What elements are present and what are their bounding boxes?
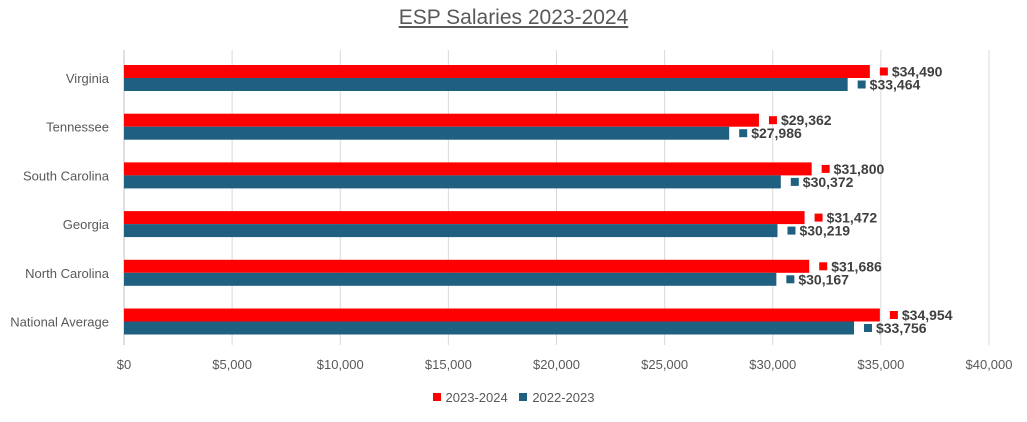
legend-label-series-1: 2023-2024 — [445, 389, 508, 405]
chart-title: ESP Salaries 2023-2024 — [398, 6, 629, 29]
labels: $0 $5,000 $10,000 $15,000 $20,000 $25,000 $30,… — [10, 64, 1012, 373]
bar — [124, 224, 778, 238]
bar — [124, 259, 810, 273]
data-label: $27,986 — [751, 125, 802, 141]
bar — [124, 113, 759, 127]
x-tick-label: $5,000 — [212, 357, 252, 372]
x-tick-label: $35,000 — [857, 357, 904, 372]
bar — [124, 321, 854, 335]
legend-item-series-1: 2023-2024 — [432, 389, 508, 405]
bar — [124, 162, 812, 176]
data-label: $34,490 — [892, 64, 943, 80]
grid-lines — [123, 50, 990, 345]
data-label: $33,464 — [870, 77, 921, 93]
data-label: $31,800 — [834, 161, 885, 177]
category-label: Virginia — [66, 71, 110, 86]
data-label: $29,362 — [781, 112, 832, 128]
bar — [124, 65, 870, 78]
data-label: $31,686 — [831, 258, 882, 274]
data-label-marker — [814, 213, 823, 222]
data-label: $34,954 — [902, 307, 953, 323]
data-label-marker — [889, 311, 898, 319]
data-label-marker — [821, 164, 830, 173]
legend-label-series-2: 2022-2023 — [532, 389, 595, 405]
data-label-marker — [863, 324, 872, 332]
category-label: Tennessee — [46, 120, 109, 135]
x-tick-label: $15,000 — [425, 357, 472, 372]
x-tick-label: $25,000 — [641, 357, 688, 372]
bar — [124, 78, 848, 91]
bar — [124, 272, 777, 286]
data-label: $30,372 — [803, 174, 854, 190]
x-tick-label: $0 — [117, 357, 131, 372]
category-label: North Carolina — [25, 266, 110, 281]
bar — [124, 211, 805, 225]
data-label-marker — [768, 116, 777, 125]
category-label: Georgia — [63, 217, 110, 232]
data-label-marker — [786, 275, 795, 284]
legend-item-series-2: 2022-2023 — [519, 390, 594, 405]
bar — [124, 308, 880, 322]
data-label-marker — [739, 129, 748, 138]
legend: 2023-2024 2022-2023 — [0, 389, 1027, 405]
data-label-marker — [819, 262, 828, 271]
x-tick-label: $30,000 — [749, 357, 796, 372]
data-label: $33,756 — [876, 320, 927, 336]
category-label: National Average — [10, 315, 109, 330]
legend-swatch-series-1 — [432, 393, 441, 401]
bar — [124, 175, 781, 189]
x-tick-label: $10,000 — [317, 357, 364, 372]
data-label: $30,219 — [799, 223, 850, 239]
legend-swatch-series-2 — [519, 393, 528, 401]
data-label-marker — [787, 226, 796, 235]
data-label-marker — [857, 80, 866, 89]
category-label: South Carolina — [23, 168, 110, 183]
data-label-marker — [790, 177, 799, 186]
x-tick-label: $20,000 — [533, 357, 580, 372]
x-tick-label: $40,000 — [966, 357, 1013, 372]
data-label: $30,167 — [798, 271, 849, 287]
data-label: $31,472 — [827, 210, 878, 226]
bar — [124, 126, 730, 140]
data-label-marker — [879, 67, 888, 76]
bars — [124, 65, 880, 335]
